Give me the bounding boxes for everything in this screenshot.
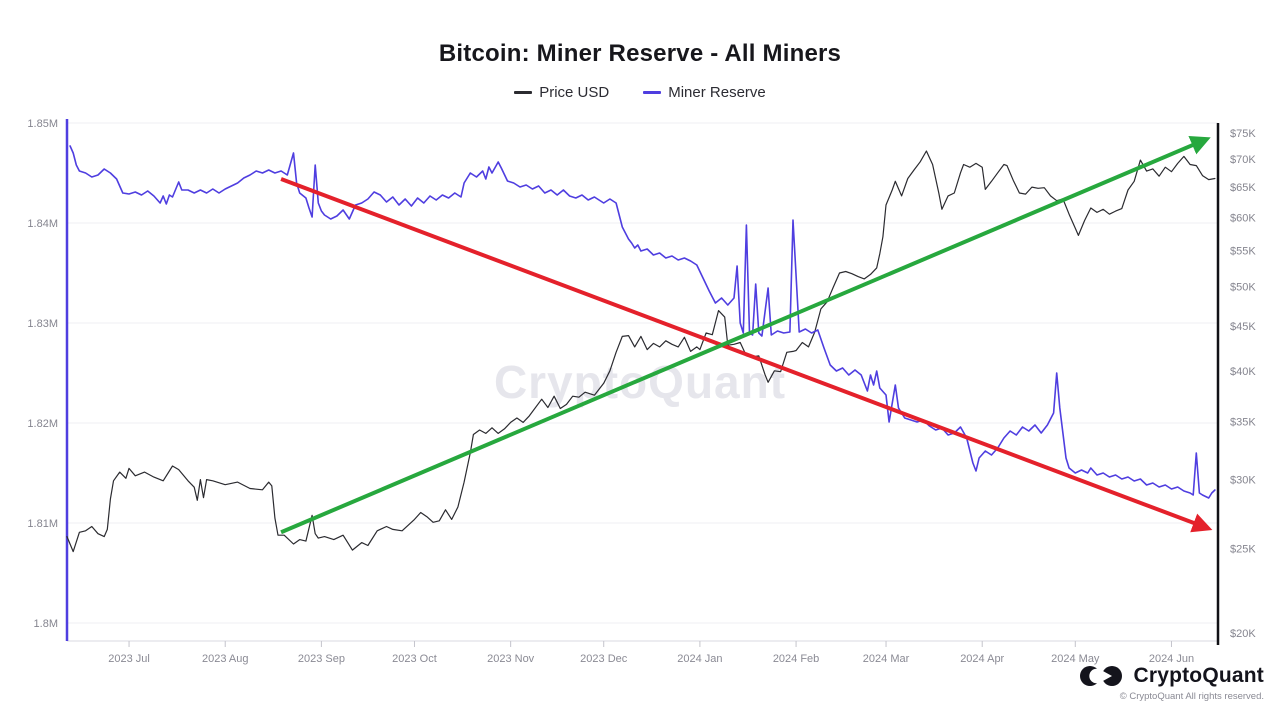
y-right-tick-label: $25K bbox=[1230, 544, 1256, 556]
x-tick-label: 2023 Oct bbox=[392, 653, 437, 665]
chart-legend: Price USD Miner Reserve bbox=[0, 84, 1280, 101]
y-right-tick-label: $35K bbox=[1230, 416, 1256, 428]
y-right-tick-label: $30K bbox=[1230, 475, 1256, 487]
y-right-tick-label: $60K bbox=[1230, 212, 1256, 224]
series-lines bbox=[66, 145, 1216, 553]
y-left-tick-label: 1.84M bbox=[27, 218, 58, 230]
x-tick-label: 2024 Apr bbox=[960, 653, 1004, 665]
y-right-tick-label: $55K bbox=[1230, 245, 1256, 257]
y-right-tick-label: $70K bbox=[1230, 154, 1256, 166]
trend-arrows bbox=[280, 135, 1213, 535]
x-tick-label: 2023 Jul bbox=[108, 653, 150, 665]
x-tick-label: 2023 Aug bbox=[202, 653, 249, 665]
x-tick-label: 2024 Jan bbox=[677, 653, 722, 665]
y-axis-left: 1.85M 1.84M 1.83M 1.82M 1.81M 1.8M bbox=[27, 118, 69, 641]
legend-label: Miner Reserve bbox=[668, 84, 766, 101]
x-tick-label: 2024 May bbox=[1051, 653, 1100, 665]
x-axis: 2023 Jul 2023 Aug 2023 Sep 2023 Oct 2023 Nov… bbox=[67, 640, 1218, 665]
y-left-tick-label: 1.82M bbox=[27, 418, 58, 430]
uptrend-arrow bbox=[280, 135, 1211, 535]
x-tick-label: 2024 Mar bbox=[863, 653, 910, 665]
y-right-tick-label: $75K bbox=[1230, 128, 1256, 140]
x-tick-label: 2024 Jun bbox=[1149, 653, 1194, 665]
y-right-tick-label: $50K bbox=[1230, 281, 1256, 293]
legend-swatch bbox=[643, 91, 662, 94]
copyright-text: © CryptoQuant All rights reserved. bbox=[1119, 691, 1264, 702]
downtrend-arrow bbox=[280, 177, 1213, 533]
footer: CryptoQuant © CryptoQuant All rights res… bbox=[1079, 664, 1264, 702]
y-left-tick-label: 1.83M bbox=[27, 318, 58, 330]
y-right-tick-label: $20K bbox=[1230, 628, 1256, 640]
cryptoquant-logo-icon bbox=[1080, 666, 1123, 686]
legend-label: Price USD bbox=[539, 84, 610, 101]
series-line-0 bbox=[66, 150, 1216, 553]
brand-name: CryptoQuant bbox=[1133, 664, 1264, 687]
page-title: Bitcoin: Miner Reserve - All Miners bbox=[438, 40, 842, 67]
brand-row: CryptoQuant bbox=[1079, 664, 1264, 688]
y-left-tick-label: 1.8M bbox=[34, 618, 58, 630]
legend-item-miner-reserve[interactable]: Miner Reserve bbox=[643, 84, 766, 101]
y-right-tick-label: $45K bbox=[1230, 321, 1256, 333]
x-tick-label: 2024 Feb bbox=[773, 653, 819, 665]
legend-item-price-usd[interactable]: Price USD bbox=[514, 84, 609, 101]
y-left-tick-label: 1.85M bbox=[27, 118, 58, 130]
y-right-tick-label: $65K bbox=[1230, 182, 1256, 194]
y-left-tick-label: 1.81M bbox=[27, 518, 58, 530]
series-line-1 bbox=[69, 145, 1216, 499]
y-right-tick-label: $40K bbox=[1230, 366, 1256, 378]
x-tick-label: 2023 Sep bbox=[298, 653, 345, 665]
x-tick-label: 2023 Dec bbox=[580, 653, 628, 665]
legend-swatch bbox=[514, 91, 533, 94]
x-tick-label: 2023 Nov bbox=[487, 653, 535, 665]
y-axis-right: $75K $70K $65K $60K $55K $50K $45K $40K $35K $30K… bbox=[1216, 123, 1256, 645]
gridlines bbox=[67, 122, 1218, 624]
